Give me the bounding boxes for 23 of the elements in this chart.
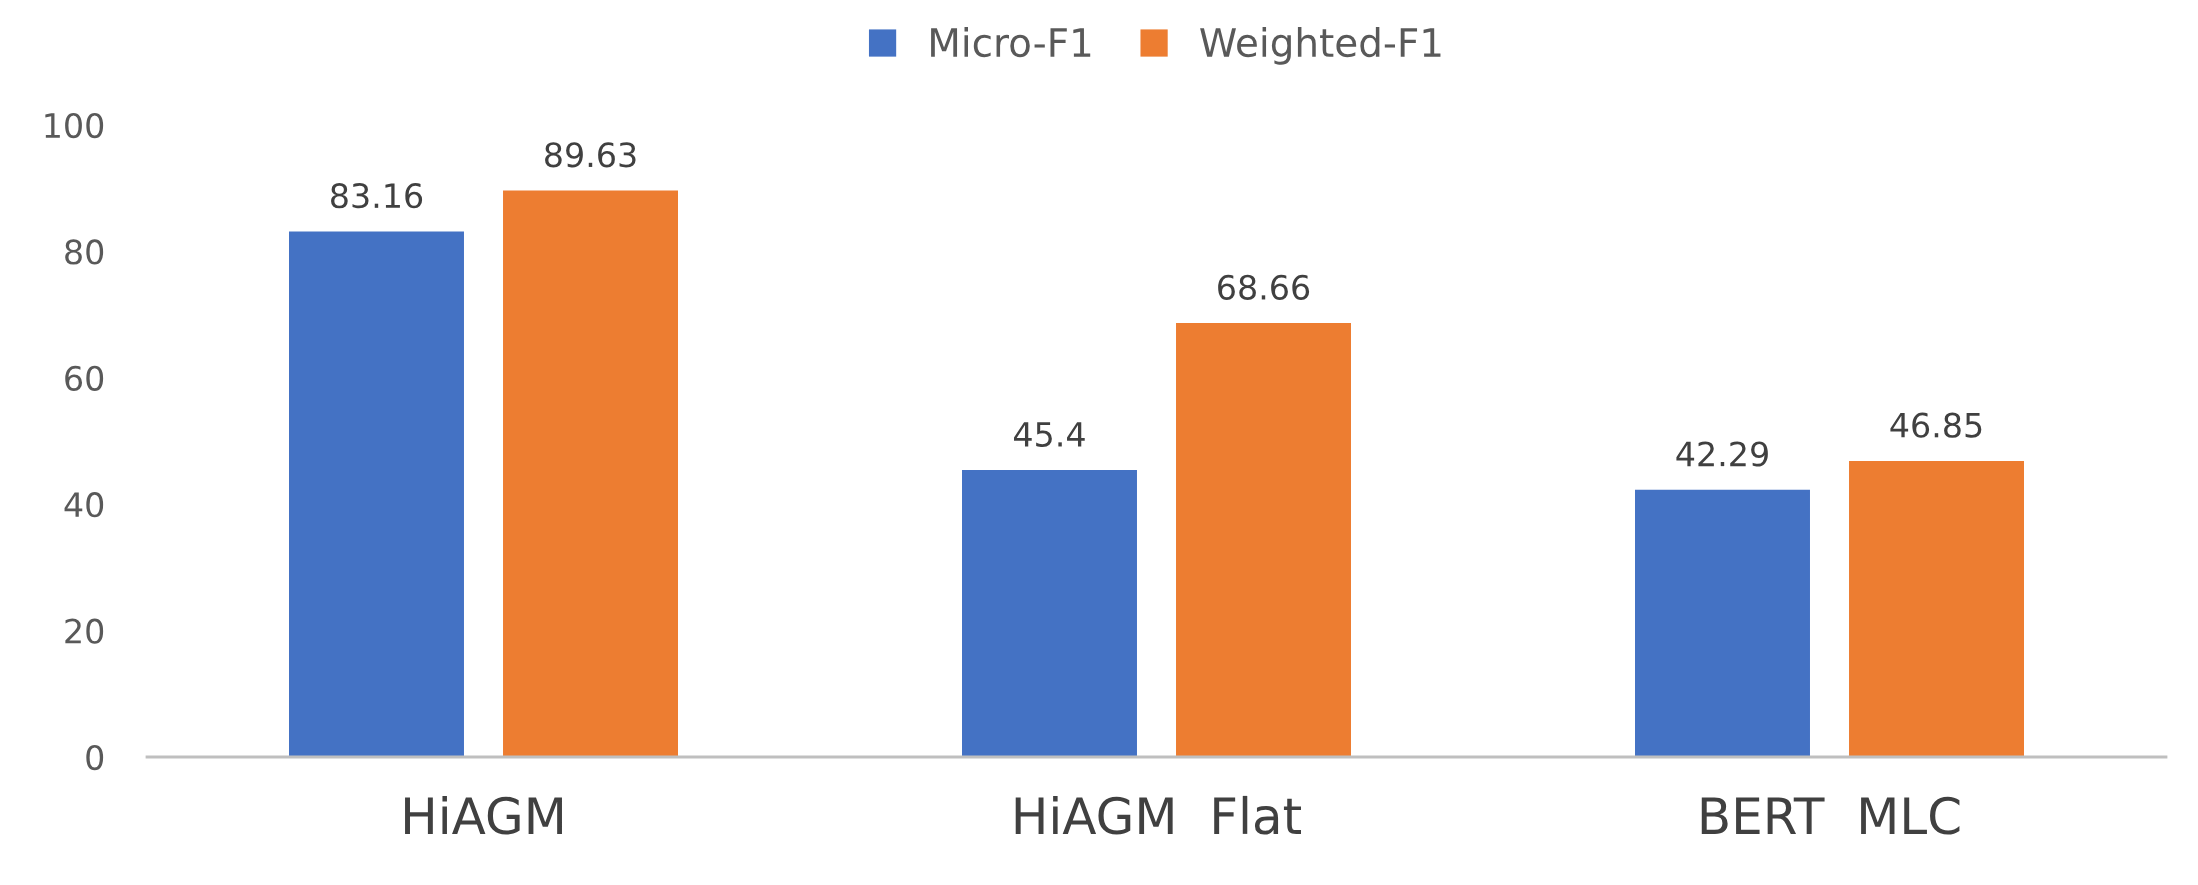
bar xyxy=(1176,323,1351,757)
data-label: 42.29 xyxy=(1676,441,1768,467)
y-tick-label: 20 xyxy=(65,618,104,644)
y-tick-label: 80 xyxy=(65,239,104,265)
bar xyxy=(503,190,678,757)
bar xyxy=(289,231,464,757)
x-tick-label: HiAGM xyxy=(405,795,562,835)
data-label: 89.63 xyxy=(545,142,636,168)
legend-label: Weighted-F1 xyxy=(1200,27,1441,65)
data-label: 68.66 xyxy=(1218,274,1310,300)
y-tick-label: 100 xyxy=(45,112,104,139)
y-tick-label: 40 xyxy=(64,492,104,518)
data-label: 46.85 xyxy=(1890,412,1982,438)
bar xyxy=(1849,460,2024,757)
x-tick-label: BERT MLC xyxy=(1701,796,1960,835)
bar xyxy=(962,470,1137,757)
y-tick-label: 60 xyxy=(65,365,104,391)
data-label: 45.4 xyxy=(1014,422,1085,447)
y-tick-label: 0 xyxy=(86,744,104,771)
legend-label: Micro-F1 xyxy=(931,27,1091,58)
data-label: 83.16 xyxy=(331,183,423,209)
bar xyxy=(1635,489,1810,757)
x-tick-label: HiAGM Flat xyxy=(1015,795,1301,835)
